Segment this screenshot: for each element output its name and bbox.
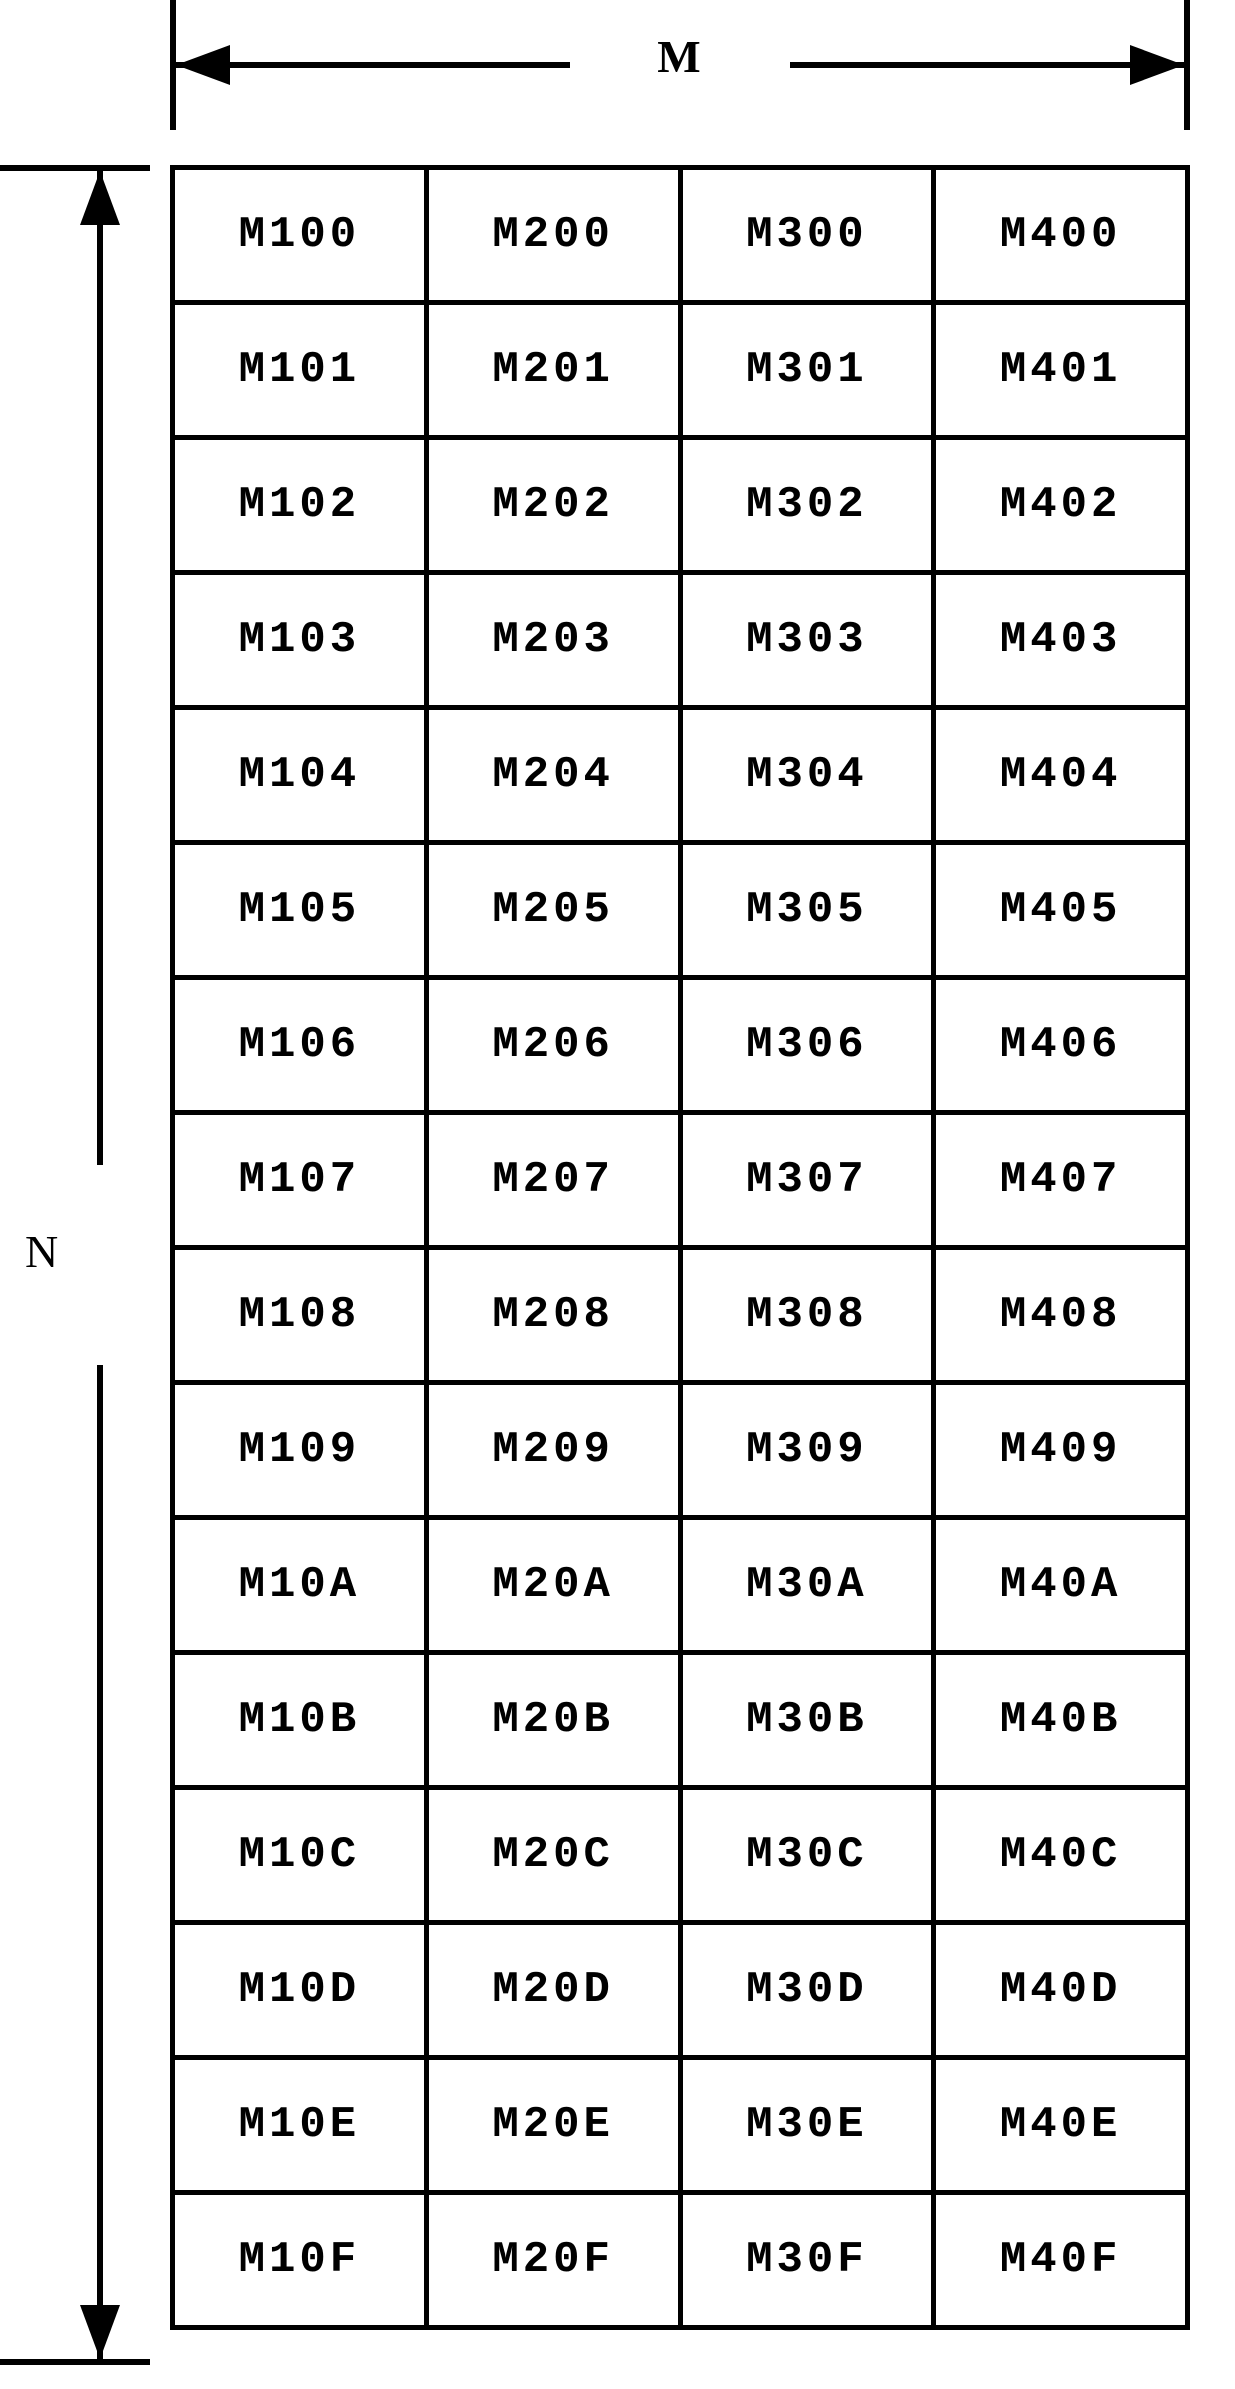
table-row: M103M203M303M403 — [173, 573, 1188, 708]
grid-cell: M203 — [426, 573, 680, 708]
grid-cell: M40E — [934, 2058, 1188, 2193]
grid-cell: M202 — [426, 438, 680, 573]
grid-cell: M40D — [934, 1923, 1188, 2058]
table-row: M10AM20AM30AM40A — [173, 1518, 1188, 1653]
table-row: M10CM20CM30CM40C — [173, 1788, 1188, 1923]
grid-cell: M20B — [426, 1653, 680, 1788]
table-row: M10BM20BM30BM40B — [173, 1653, 1188, 1788]
grid-cell: M104 — [173, 708, 427, 843]
grid-cell: M304 — [680, 708, 934, 843]
grid-cell: M401 — [934, 303, 1188, 438]
grid-cell: M408 — [934, 1248, 1188, 1383]
grid-cell: M103 — [173, 573, 427, 708]
grid-cell: M100 — [173, 168, 427, 303]
grid-cell: M406 — [934, 978, 1188, 1113]
grid-table: M100M200M300M400 M101M201M301M401 M102M2… — [170, 165, 1190, 2330]
grid-cell: M107 — [173, 1113, 427, 1248]
grid-cell: M20A — [426, 1518, 680, 1653]
grid-cell: M10B — [173, 1653, 427, 1788]
grid-cell: M30E — [680, 2058, 934, 2193]
top-dimension-label: M — [170, 30, 1190, 83]
left-dimension-label: N — [25, 1225, 60, 1278]
grid-cell: M102 — [173, 438, 427, 573]
grid-cell: M106 — [173, 978, 427, 1113]
left-dimension-arrows — [0, 165, 150, 2365]
grid-cell: M101 — [173, 303, 427, 438]
table-row: M109M209M309M409 — [173, 1383, 1188, 1518]
grid-cell: M30D — [680, 1923, 934, 2058]
table-row: M107M207M307M407 — [173, 1113, 1188, 1248]
grid-cell: M308 — [680, 1248, 934, 1383]
grid-cell: M30C — [680, 1788, 934, 1923]
grid-cell: M40F — [934, 2193, 1188, 2328]
grid-cell: M307 — [680, 1113, 934, 1248]
grid-cell: M10A — [173, 1518, 427, 1653]
table-row: M108M208M308M408 — [173, 1248, 1188, 1383]
diagram-wrapper: M N M100M200M300M400 M101M201M301M401 — [0, 0, 1235, 2389]
grid-cell: M300 — [680, 168, 934, 303]
table-row: M104M204M304M404 — [173, 708, 1188, 843]
grid-cell: M309 — [680, 1383, 934, 1518]
grid-cell: M200 — [426, 168, 680, 303]
grid-cell: M109 — [173, 1383, 427, 1518]
grid-cell: M305 — [680, 843, 934, 978]
grid-cell: M20D — [426, 1923, 680, 2058]
grid-body: M100M200M300M400 M101M201M301M401 M102M2… — [173, 168, 1188, 2328]
grid-cell: M30B — [680, 1653, 934, 1788]
grid-cell: M306 — [680, 978, 934, 1113]
grid-cell: M400 — [934, 168, 1188, 303]
left-dimension: N — [0, 165, 150, 2365]
grid-cell: M403 — [934, 573, 1188, 708]
grid-cell: M205 — [426, 843, 680, 978]
grid-cell: M20C — [426, 1788, 680, 1923]
table-row: M100M200M300M400 — [173, 168, 1188, 303]
grid-cell: M204 — [426, 708, 680, 843]
grid-table-area: M100M200M300M400 M101M201M301M401 M102M2… — [170, 165, 1190, 2330]
grid-cell: M20E — [426, 2058, 680, 2193]
table-row: M106M206M306M406 — [173, 978, 1188, 1113]
grid-cell: M10C — [173, 1788, 427, 1923]
grid-cell: M206 — [426, 978, 680, 1113]
grid-cell: M30F — [680, 2193, 934, 2328]
grid-cell: M10D — [173, 1923, 427, 2058]
grid-cell: M10F — [173, 2193, 427, 2328]
grid-cell: M10E — [173, 2058, 427, 2193]
table-row: M10DM20DM30DM40D — [173, 1923, 1188, 2058]
top-dimension: M — [170, 0, 1190, 130]
grid-cell: M409 — [934, 1383, 1188, 1518]
grid-cell: M108 — [173, 1248, 427, 1383]
grid-cell: M404 — [934, 708, 1188, 843]
grid-cell: M303 — [680, 573, 934, 708]
grid-cell: M405 — [934, 843, 1188, 978]
grid-cell: M402 — [934, 438, 1188, 573]
grid-cell: M40A — [934, 1518, 1188, 1653]
grid-cell: M209 — [426, 1383, 680, 1518]
grid-cell: M302 — [680, 438, 934, 573]
grid-cell: M40C — [934, 1788, 1188, 1923]
table-row: M102M202M302M402 — [173, 438, 1188, 573]
table-row: M105M205M305M405 — [173, 843, 1188, 978]
grid-cell: M20F — [426, 2193, 680, 2328]
grid-cell: M105 — [173, 843, 427, 978]
grid-cell: M201 — [426, 303, 680, 438]
table-row: M10EM20EM30EM40E — [173, 2058, 1188, 2193]
grid-cell: M407 — [934, 1113, 1188, 1248]
table-row: M10FM20FM30FM40F — [173, 2193, 1188, 2328]
grid-cell: M207 — [426, 1113, 680, 1248]
grid-cell: M301 — [680, 303, 934, 438]
grid-cell: M30A — [680, 1518, 934, 1653]
grid-cell: M208 — [426, 1248, 680, 1383]
grid-cell: M40B — [934, 1653, 1188, 1788]
table-row: M101M201M301M401 — [173, 303, 1188, 438]
